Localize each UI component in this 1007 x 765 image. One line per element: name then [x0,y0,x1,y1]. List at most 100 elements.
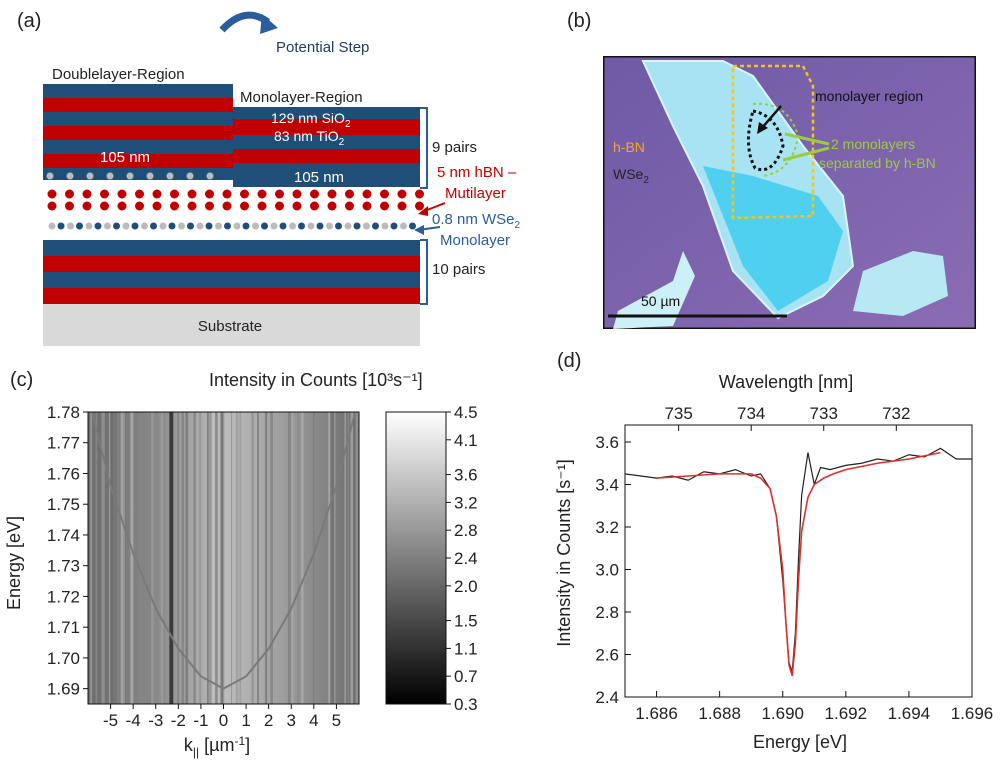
hbn-atom [310,189,319,199]
heatmap-streak [356,412,358,704]
wse2-atom [126,172,134,180]
colorbar-ticks: 4.5 4.1 3.6 3.2 2.8 2.4 2.0 1.5 1.1 0.7 0.3 [446,403,478,714]
top-tick-label: 732 [882,404,910,423]
top-tick-label: 733 [810,404,838,423]
heatmap-streak [139,412,142,704]
hbn-atom [170,189,179,199]
heatmap-streak [284,412,288,704]
hbn-atom [397,201,407,211]
colorbar-tick-label: 0.3 [454,695,478,714]
thickness-right-text: 105 nm [294,169,344,186]
wse2-atom [400,222,407,230]
mirror-layer-right [233,173,420,187]
wse2-atom [48,222,56,230]
hbn-atom [100,189,109,199]
sio2-text: 129 nm SiO2 [271,110,351,130]
heatmap-streak [330,412,332,704]
spectrum-x-label: Energy [eV] [753,732,847,752]
spectrum-axes: 1.686 1.688 1.690 1.692 1.694 1.696 2.4 2.6 2.8 3… [595,404,993,723]
hbn-atom [65,201,74,211]
heatmap-streak [155,412,158,704]
mirror-layer-right [233,119,420,135]
scale-bar-label: 50 µm [641,293,680,309]
heatmap-streak [331,412,334,704]
heatmap-streak [125,412,127,704]
wse2-atom [96,172,104,180]
wse2-atom [104,222,111,230]
wse2-atom [56,172,64,180]
monolayer-outline [747,109,785,172]
heatmap-streak [231,412,233,704]
wse2-atom [150,222,157,230]
wse2-atom [289,222,296,230]
wse2-atom [178,222,185,230]
wse2-atom [136,172,144,180]
heatmap-streak [297,412,300,704]
hbn-atom [257,189,267,199]
wse2-atom [242,222,250,230]
heatmap-streak [154,412,157,704]
y-tick-label: 1.76 [47,464,80,483]
wse2-atom [46,172,54,180]
mirror-layer-bottom [43,240,420,256]
colorbar-title: Intensity in Counts [10³s⁻¹] [209,370,423,390]
colorbar-tick-label: 4.1 [454,431,478,450]
hbn-atom [187,201,197,211]
panel-a-label: (a) [17,10,42,32]
pairs-bottom-text: 10 pairs [432,261,485,278]
heatmap-streak [102,412,104,704]
wse2-atom [390,222,398,230]
heatmap-streak [344,412,347,704]
mirror-layer-left [43,126,233,140]
hbn-atom [135,201,144,211]
wse2-atom [353,222,361,230]
heatmap-streak [221,412,224,704]
hbn-atom [327,189,337,199]
hbn-atom [117,189,127,199]
heatmap-streak [239,412,242,704]
hbn-atom [362,201,372,211]
heatmap-streak [333,412,336,704]
wse2-atom [270,222,278,230]
wse2-atom [113,222,120,230]
spectrum-lines [624,447,972,676]
colorbar-tick-label: 3.2 [454,493,478,512]
wse2-atom [307,222,315,230]
mirror-layer-bottom [43,272,420,288]
hbn-atom [292,201,302,211]
wse2-atom [168,222,176,230]
panel-d-label: (d) [557,350,582,372]
heatmap-streak [238,412,241,704]
heatmap-streak [312,412,315,704]
heatmap-streak [117,412,120,704]
heatmap-y-label: Energy [eV] [4,516,24,610]
wse2-atom [67,222,74,230]
heatmap-streak [129,412,133,704]
y-tick-label: 2.4 [595,688,619,707]
dispersion-curve [90,412,357,690]
mirror-layer-bottom [43,256,420,272]
heatmap-axes: 1.78 1.77 1.76 1.75 1.74 1.73 1.72 1.71 1.70 1.69… [47,403,341,730]
heatmap-streak [122,412,126,704]
mirror-layer-bottom [43,288,420,304]
wse2-atom [131,222,139,230]
heatmap [87,411,360,705]
colorbar-tick-label: 2.4 [454,549,478,568]
x-tick-label: 3 [287,711,296,730]
green-arrow-1 [784,132,830,146]
heatmap-streak [94,412,97,704]
two-monolayers-line2: separated by h-BN [819,155,936,171]
hbn-atom [415,201,424,211]
wse2-atom [106,172,114,180]
hbn-atom [415,189,424,199]
mirror-layer-left [43,140,233,154]
x-tick-label: 2 [264,711,273,730]
wse2-atom [86,172,94,180]
heatmap-streak [264,412,267,704]
heatmap-streak [161,412,164,704]
heatmap-streak [328,412,331,704]
wse2-atom [206,172,214,180]
heatmap-streak [181,412,184,704]
measured-spectrum-line [624,447,972,672]
hbn-atom [205,189,214,199]
